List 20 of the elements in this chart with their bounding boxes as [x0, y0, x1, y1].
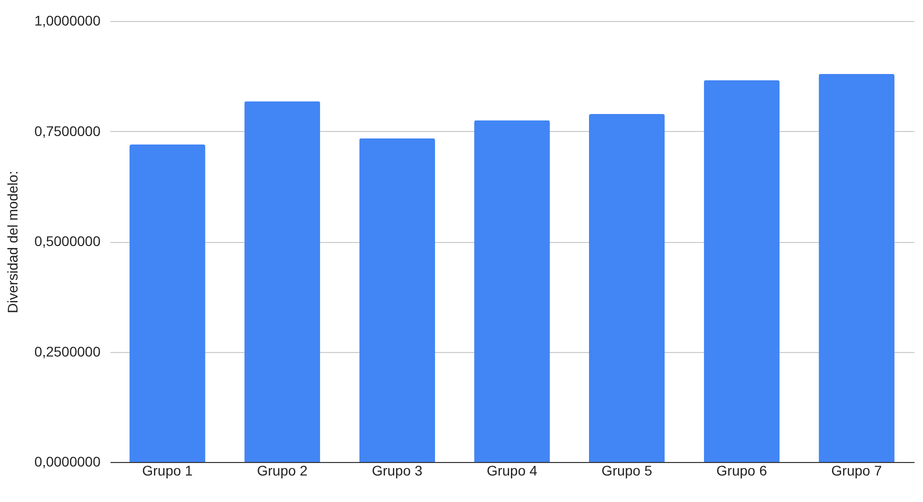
x-tick-label: Grupo 7 — [831, 462, 882, 478]
y-tick-label: 0,2500000 — [34, 343, 101, 360]
bar — [359, 138, 436, 462]
bar — [474, 120, 550, 462]
y-tick-label: 0,5000000 — [34, 233, 101, 249]
x-tick-label: Grupo 6 — [716, 462, 768, 478]
y-axis-title: Diversidad del modelo: — [4, 170, 20, 314]
bar — [130, 144, 206, 462]
bar — [704, 80, 780, 462]
bar — [818, 74, 894, 462]
bar — [588, 114, 665, 462]
bar — [244, 101, 320, 462]
y-tick-label: 1,0000000 — [34, 12, 101, 28]
x-tick-label: Grupo 1 — [142, 462, 193, 478]
x-tick-label: Grupo 2 — [256, 462, 308, 478]
x-tick-label: Grupo 4 — [486, 462, 538, 478]
y-tick-label: 0,0000000 — [34, 454, 101, 470]
x-tick-label: Grupo 5 — [602, 462, 652, 478]
y-tick-label: 0,7500000 — [34, 122, 101, 139]
x-tick-label: Grupo 3 — [372, 462, 423, 478]
